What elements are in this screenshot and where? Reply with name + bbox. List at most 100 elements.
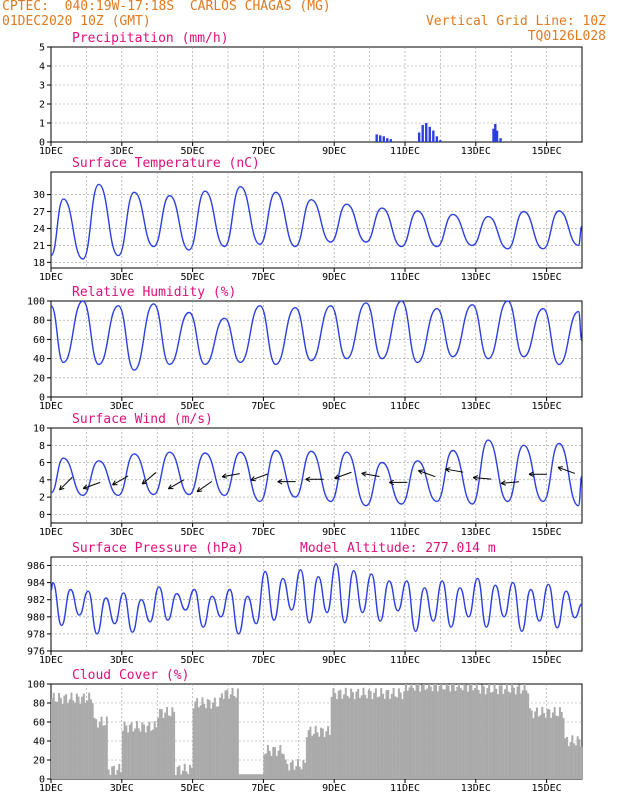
cloud-column <box>54 701 57 779</box>
precip-ytick-label: 5 <box>39 43 45 54</box>
precip-bar <box>386 138 389 142</box>
cloud-column <box>358 698 361 779</box>
cloud-column <box>573 743 576 779</box>
cloud-column <box>52 692 55 779</box>
precip-bar <box>382 136 385 142</box>
wind-ytick-label: 2 <box>39 493 45 504</box>
cloud-column <box>249 774 252 779</box>
precip-bar <box>439 140 442 142</box>
cloud-column <box>166 707 169 779</box>
cloud-column <box>323 737 326 779</box>
cloud-xtick-label: 11DEC <box>390 783 420 794</box>
cloud-column <box>369 691 372 779</box>
cloud-column <box>212 702 215 779</box>
precip-xtick-label: 1DEC <box>39 146 63 157</box>
cloud-column <box>346 695 349 779</box>
cloud-ytick-label: 0 <box>39 775 45 786</box>
cloud-column <box>449 691 452 779</box>
humidity-xtick-label: 13DEC <box>461 401 491 412</box>
cloud-column <box>91 703 94 779</box>
wind-arrow <box>473 477 492 480</box>
cloud-column <box>254 774 257 779</box>
cloud-column <box>220 693 223 779</box>
cloud-column <box>88 692 91 779</box>
cloud-column <box>454 690 457 779</box>
cloud-column <box>463 684 466 779</box>
pressure-xtick-label: 13DEC <box>461 655 491 666</box>
cloud-column <box>537 716 540 779</box>
cloud-column <box>560 711 563 779</box>
cloud-column <box>167 715 170 779</box>
cloud-column <box>330 696 333 779</box>
precip-title: Precipitation (mm/h) <box>72 31 229 46</box>
cloud-column <box>185 771 188 779</box>
wind-arrow-head <box>305 476 311 480</box>
cloud-column <box>132 731 135 779</box>
precip-ytick-label: 1 <box>39 119 45 130</box>
humidity-title: Relative Humidity (%) <box>72 285 236 300</box>
cloud-column <box>65 694 68 779</box>
cloud-column <box>426 688 429 779</box>
cloud-column <box>378 696 381 779</box>
cloud-column <box>284 759 287 779</box>
cloud-column <box>197 707 200 779</box>
cloud-column <box>468 684 471 779</box>
pressure-ytick-label: 980 <box>27 612 45 623</box>
cloud-column <box>410 684 413 779</box>
cloud-column <box>178 765 181 779</box>
wind-arrow <box>59 476 73 491</box>
wind-arrow <box>418 470 436 478</box>
cloud-column <box>213 697 216 779</box>
cloud-column <box>415 684 418 779</box>
cloud-column <box>190 767 193 779</box>
cloud-column <box>307 730 310 779</box>
cloud-column <box>240 774 243 779</box>
temp-xtick-label: 9DEC <box>322 272 346 283</box>
cloud-column <box>305 737 308 779</box>
cloud-column <box>173 711 176 779</box>
wind-xtick-label: 1DEC <box>39 527 63 538</box>
temp-title: Surface Temperature (nC) <box>72 156 260 171</box>
cloud-column <box>104 725 107 779</box>
cloud-column <box>86 700 89 779</box>
cloud-ytick-label: 60 <box>33 718 45 729</box>
cloud-column <box>466 691 469 779</box>
cloud-column <box>311 735 314 779</box>
pressure-xtick-label: 11DEC <box>390 655 420 666</box>
cloud-column <box>151 729 154 779</box>
cloud-column <box>373 692 376 779</box>
cloud-column <box>150 730 153 779</box>
cloud-column <box>204 708 207 779</box>
cloud-xtick-label: 15DEC <box>532 783 562 794</box>
wind-xtick-label: 5DEC <box>181 527 205 538</box>
cloud-column <box>118 763 121 779</box>
cloud-column <box>289 762 292 779</box>
cloud-column <box>229 694 232 779</box>
cloud-column <box>75 693 78 779</box>
cloud-column <box>389 698 392 779</box>
cloud-column <box>440 684 443 779</box>
chart-header: CPTEC: 040:19W-17:18S CARLOS CHAGAS (MG)… <box>0 0 618 46</box>
cloud-column <box>277 750 280 779</box>
cloud-column <box>84 702 87 779</box>
cloud-column <box>251 774 253 779</box>
cloud-column <box>406 690 409 779</box>
pressure-xtick-label: 1DEC <box>39 655 63 666</box>
cloud-column <box>105 716 108 779</box>
cloud-column <box>335 699 338 779</box>
cloud-column <box>353 699 356 779</box>
humidity-line <box>50 300 583 371</box>
precip-frame <box>50 46 583 143</box>
wind-arrow-head <box>334 474 339 479</box>
wind-arrow-head <box>418 470 423 475</box>
cloud-column <box>381 693 384 779</box>
cloud-xtick-label: 3DEC <box>110 783 134 794</box>
cloud-column <box>135 721 138 779</box>
wind-line <box>50 439 583 507</box>
wind-arrow-head <box>305 478 311 482</box>
cloud-column <box>417 684 420 779</box>
cloud-column <box>107 769 110 779</box>
wind-arrow-head <box>197 490 203 493</box>
pressure-xtick-label: 9DEC <box>322 655 346 666</box>
cloud-column <box>270 755 273 779</box>
